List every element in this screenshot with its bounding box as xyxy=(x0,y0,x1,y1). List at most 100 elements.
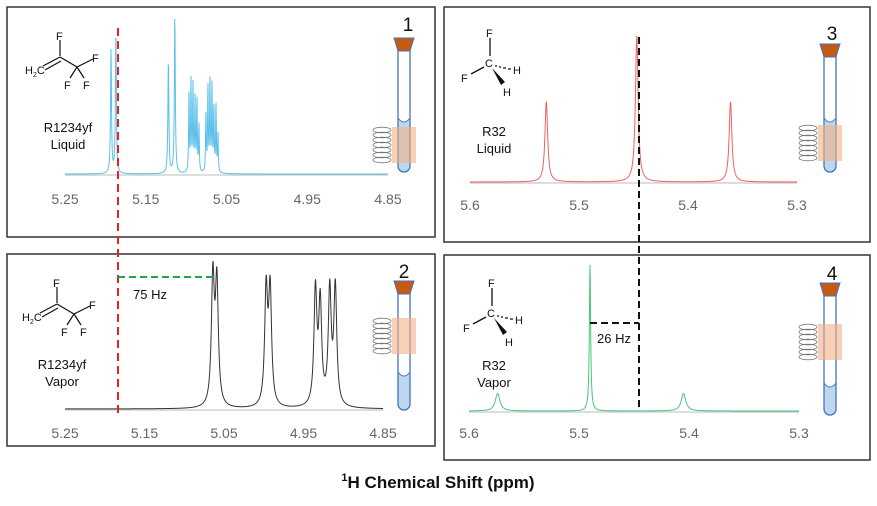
spectrum-line xyxy=(469,264,799,412)
rf-coil-loop xyxy=(798,139,818,147)
rf-coil-loop xyxy=(798,343,818,351)
rf-coil-loop xyxy=(372,151,392,159)
x-tick-label: 5.5 xyxy=(569,425,589,441)
sample-state: Vapor xyxy=(477,375,511,390)
panel-frame xyxy=(443,6,871,243)
x-tick-label: 4.85 xyxy=(369,425,396,441)
atom-h: H xyxy=(505,337,513,349)
rf-coil-loop xyxy=(372,322,392,330)
rf-coil-loop xyxy=(798,348,818,356)
sample-name: R1234yf xyxy=(38,357,87,372)
rf-coil-loop xyxy=(372,146,392,154)
rf-coil-loop xyxy=(372,126,392,134)
x-tick-label: 5.4 xyxy=(679,425,699,441)
spectrum-panel-4: 5.6 5.5 5.4 5.3 R32 Vapor 4 xyxy=(443,254,871,461)
x-tick-label: 4.95 xyxy=(290,425,317,441)
atom-f: F xyxy=(461,73,468,85)
sample-state: Liquid xyxy=(477,141,512,156)
atom-f: F xyxy=(53,278,60,290)
rf-coil-loop xyxy=(372,141,392,149)
rf-coil-loop xyxy=(798,149,818,157)
x-tick-label: 5.6 xyxy=(459,425,479,441)
rf-coil-loop xyxy=(798,323,818,331)
rf-coil-loop xyxy=(798,353,818,361)
x-tick-label: 5.5 xyxy=(569,197,589,213)
rf-coil-loop xyxy=(798,154,818,162)
rf-coil-loop xyxy=(372,342,392,350)
rf-coil-loop xyxy=(372,337,392,345)
atom-f: F xyxy=(61,327,68,339)
atom-h: H xyxy=(503,87,511,99)
x-tick-label: 5.3 xyxy=(787,197,807,213)
nmr-tube-icon xyxy=(798,43,842,173)
rf-coil-loop xyxy=(372,347,392,355)
rf-coil-loop xyxy=(372,327,392,335)
r1234yf-structure: F H2C F F F xyxy=(22,278,96,339)
atom-h: H xyxy=(513,65,521,77)
panel-number: 2 xyxy=(399,262,410,283)
spectrum-panel-2: 5.25 5.15 5.05 4.95 4.85 R1234yf Vapor 2 xyxy=(6,253,436,447)
rf-coil-loop xyxy=(798,333,818,341)
panel-number: 4 xyxy=(827,264,838,285)
coupling-label-26hz: 26 Hz xyxy=(597,331,631,346)
atom-f: F xyxy=(486,28,493,40)
nmr-tube-icon xyxy=(372,280,416,411)
atom-h2c: H2C xyxy=(25,65,45,79)
sample-name: R32 xyxy=(482,358,506,373)
tube-cap xyxy=(393,280,415,295)
x-tick-label: 4.95 xyxy=(294,191,321,207)
x-tick-label: 5.25 xyxy=(51,425,78,441)
nmr-tube-icon xyxy=(372,37,416,173)
atom-h2c: H2C xyxy=(22,312,42,326)
tube-liquid xyxy=(824,383,836,415)
tube-cap xyxy=(393,37,415,52)
x-tick-label: 5.15 xyxy=(132,191,159,207)
nmr-tube-icon xyxy=(798,282,842,416)
atom-f: F xyxy=(89,300,96,312)
spectrum-panel-3: 5.6 5.5 5.4 5.3 R32 Liquid 3 xyxy=(443,6,871,243)
spectrum-line xyxy=(65,18,388,175)
sample-name: R32 xyxy=(482,124,506,139)
atom-f: F xyxy=(64,80,71,92)
coil-region xyxy=(818,125,842,161)
tube-body xyxy=(823,56,837,173)
sample-state: Vapor xyxy=(45,374,79,389)
tube-body xyxy=(397,293,411,411)
panel-number: 3 xyxy=(827,24,838,45)
rf-coil-loop xyxy=(372,136,392,144)
rf-coil-loop xyxy=(798,124,818,132)
rf-coil-loop xyxy=(798,328,818,336)
tube-cap xyxy=(819,282,841,297)
tube-meniscus xyxy=(397,371,411,377)
atom-c: C xyxy=(485,58,493,70)
coil-region xyxy=(392,318,416,354)
x-tick-label: 5.05 xyxy=(210,425,237,441)
panel-frame xyxy=(6,6,436,238)
tube-meniscus xyxy=(397,117,411,123)
spectrum-line xyxy=(470,35,797,183)
coil-region xyxy=(392,127,416,163)
atom-h: H xyxy=(515,315,523,327)
tube-body xyxy=(397,50,411,173)
x-tick-label: 5.4 xyxy=(678,197,698,213)
tube-body xyxy=(823,295,837,416)
r32-structure: F C F H H xyxy=(461,28,521,99)
atom-f: F xyxy=(56,31,63,43)
coupling-label-75hz: 75 Hz xyxy=(133,287,167,302)
rf-coil-loop xyxy=(798,129,818,137)
rf-coil-loop xyxy=(372,317,392,325)
rf-coil-loop xyxy=(798,338,818,346)
atom-f: F xyxy=(92,53,99,65)
atom-f: F xyxy=(83,80,90,92)
spectrum-panel-1: 5.25 5.15 5.05 4.95 4.85 R1234yf Liquid 1 xyxy=(6,6,436,238)
x-tick-label: 5.15 xyxy=(131,425,158,441)
atom-f: F xyxy=(80,327,87,339)
panel-frame xyxy=(6,253,436,447)
x-tick-label: 5.25 xyxy=(51,191,78,207)
x-tick-label: 5.6 xyxy=(460,197,480,213)
atom-f: F xyxy=(463,323,470,335)
rf-coil-loop xyxy=(798,134,818,142)
panel-number: 1 xyxy=(403,15,414,36)
x-tick-label: 5.05 xyxy=(213,191,240,207)
